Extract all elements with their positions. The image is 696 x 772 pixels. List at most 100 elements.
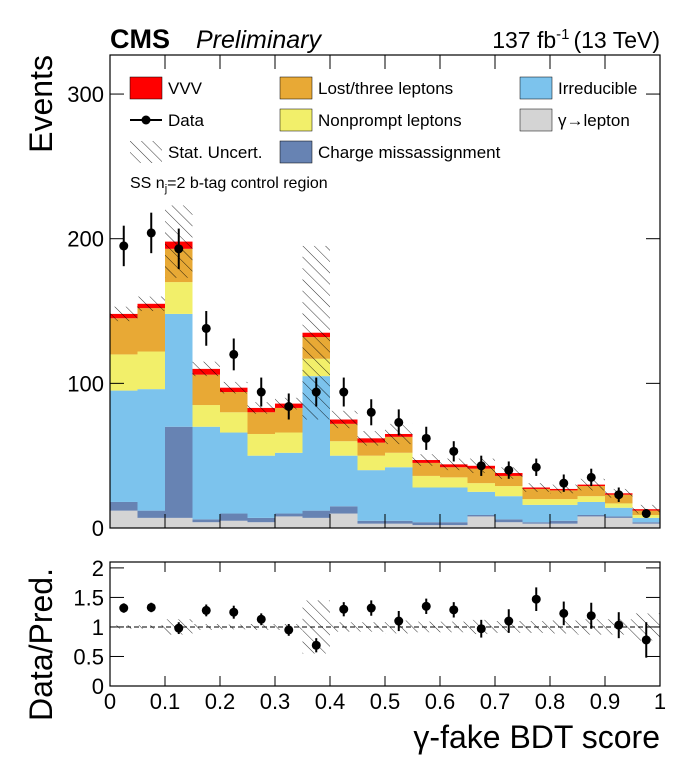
bar-segment <box>192 519 220 523</box>
legend-label: Nonprompt leptons <box>318 111 462 130</box>
bar-segment <box>247 522 275 528</box>
bar-segment <box>550 499 578 505</box>
bar-segment <box>137 308 165 352</box>
stat-uncert-band <box>247 402 275 414</box>
bar-segment <box>330 441 358 456</box>
annotation: SS nj=2 b-tag control region <box>130 175 328 195</box>
status: Preliminary <box>196 26 323 54</box>
bar-segment <box>357 470 385 521</box>
bar-segment <box>302 517 330 528</box>
bar-segment <box>247 412 275 434</box>
y-tick-label: 0.5 <box>73 644 104 669</box>
bar-segment <box>192 374 220 406</box>
x-axis-label: γ-fake BDT score <box>413 719 660 755</box>
stat-uncert-band <box>330 410 358 429</box>
bar-segment <box>385 452 413 468</box>
bar-segment <box>247 433 275 456</box>
data-point <box>174 623 184 633</box>
annotation-text: =2 b-tag control region <box>167 175 328 192</box>
x-tick-label: 0.4 <box>315 689 346 714</box>
bar-segment <box>275 513 303 517</box>
x-tick-label: 0.5 <box>370 689 401 714</box>
x-tick-label: 0.2 <box>205 689 236 714</box>
lumi-value: 137 fb <box>492 27 556 53</box>
bar-segment <box>495 522 523 528</box>
uncert-band <box>550 620 578 634</box>
bar-segment <box>110 510 138 528</box>
bar-segment <box>412 475 440 488</box>
bar-segment <box>577 516 605 528</box>
bar-segment <box>110 390 138 502</box>
legend-swatch <box>279 76 313 100</box>
bar-segment <box>220 412 248 433</box>
data-point <box>146 228 156 238</box>
bar-segment <box>467 483 495 492</box>
bar-segment <box>357 455 385 471</box>
legend-label: Stat. Uncert. <box>168 143 262 162</box>
legend-swatch <box>279 140 313 164</box>
bar-segment <box>385 467 413 521</box>
y-tick-label: 2 <box>92 556 104 581</box>
data-point <box>641 635 651 645</box>
annotation-text: SS n <box>130 175 165 192</box>
stat-uncert-band <box>110 306 138 322</box>
bar-segment <box>220 432 248 514</box>
lumi: 137 fb-1 (13 TeV) <box>492 26 660 53</box>
stat-uncert-band <box>522 483 550 492</box>
y-tick-label: 200 <box>67 227 104 252</box>
data-point <box>366 407 376 417</box>
bar-segment <box>220 513 248 521</box>
data-point <box>284 625 294 635</box>
bar-segment <box>330 513 358 528</box>
x-tick-label: 0.6 <box>425 689 456 714</box>
data-point <box>531 462 541 472</box>
legend-swatch <box>519 76 553 100</box>
data-point <box>449 605 459 615</box>
data-point <box>394 417 404 427</box>
bar-segment <box>137 517 165 528</box>
bar-segment <box>412 522 440 526</box>
bar-segment <box>302 510 330 518</box>
data-point <box>559 478 569 488</box>
bar-segment <box>385 520 413 524</box>
data-point <box>201 605 211 615</box>
data-point <box>421 433 431 443</box>
data-point <box>339 604 349 614</box>
bar-segment <box>357 520 385 524</box>
bar-segment <box>440 467 468 478</box>
bar-segment <box>165 426 193 518</box>
data-point <box>559 608 569 618</box>
bar-segment <box>467 514 495 517</box>
x-tick-label: 0.9 <box>590 689 621 714</box>
x-tick-label: 1 <box>654 689 666 714</box>
stat-uncert-band <box>412 454 440 466</box>
bar-segment <box>412 487 440 523</box>
data-point <box>256 614 266 624</box>
bar-segment <box>632 522 660 524</box>
bar-segment <box>577 496 605 502</box>
bar-segment <box>550 520 578 524</box>
bar-segment <box>357 442 385 456</box>
bar-segment <box>247 517 275 523</box>
bar-segment <box>247 455 275 518</box>
data-point <box>146 602 156 612</box>
data-point <box>201 323 211 333</box>
legend-swatch <box>141 115 151 125</box>
bar-segment <box>495 486 523 497</box>
bar-segment <box>165 282 193 314</box>
x-tick-label: 0.1 <box>150 689 181 714</box>
bar-segment <box>412 462 440 476</box>
uncert-band <box>440 621 468 633</box>
stat-uncert-band <box>137 296 165 312</box>
y-tick-label: 300 <box>67 82 104 107</box>
legend-swatch <box>519 108 553 132</box>
experiment: CMS <box>110 24 170 54</box>
bar-segment <box>605 516 633 518</box>
y-axis-label: Data/Pred. <box>23 568 59 721</box>
data-point <box>394 616 404 626</box>
bar-segment <box>165 517 193 528</box>
bar-segment <box>522 504 550 523</box>
